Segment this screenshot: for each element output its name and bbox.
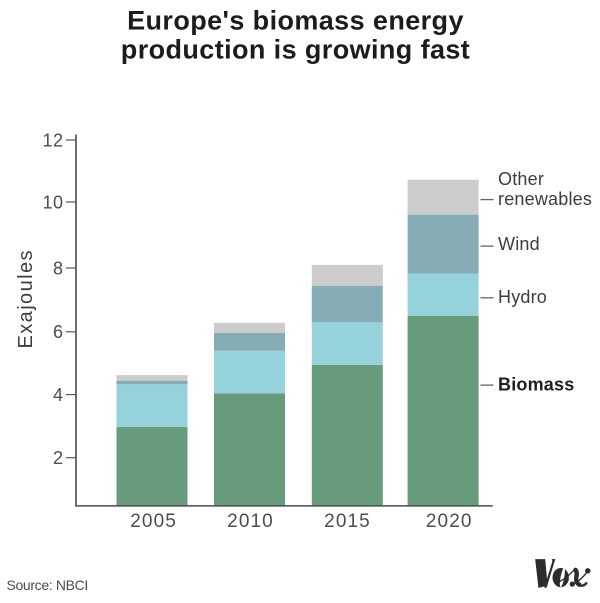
svg-text:Exajoules: Exajoules: [15, 249, 37, 348]
svg-text:Biomass: Biomass: [498, 375, 574, 395]
svg-text:6: 6: [53, 322, 64, 342]
svg-text:Hydro: Hydro: [498, 287, 547, 307]
svg-text:Source: NBCI: Source: NBCI: [7, 577, 88, 593]
svg-text:2010: 2010: [227, 511, 274, 532]
svg-text:12: 12: [42, 130, 63, 150]
svg-text:Europe's biomass energy: Europe's biomass energy: [127, 6, 464, 36]
svg-text:2005: 2005: [130, 511, 177, 532]
svg-text:2015: 2015: [324, 511, 371, 532]
svg-text:Wind: Wind: [498, 234, 540, 254]
svg-text:2020: 2020: [426, 511, 473, 532]
svg-text:10: 10: [42, 192, 63, 212]
svg-text:renewables: renewables: [498, 189, 592, 209]
svg-text:2: 2: [53, 448, 64, 468]
svg-text:4: 4: [53, 385, 64, 405]
svg-text:production is growing fast: production is growing fast: [121, 35, 470, 65]
svg-text:Other: Other: [498, 169, 544, 189]
svg-text:8: 8: [53, 258, 64, 278]
